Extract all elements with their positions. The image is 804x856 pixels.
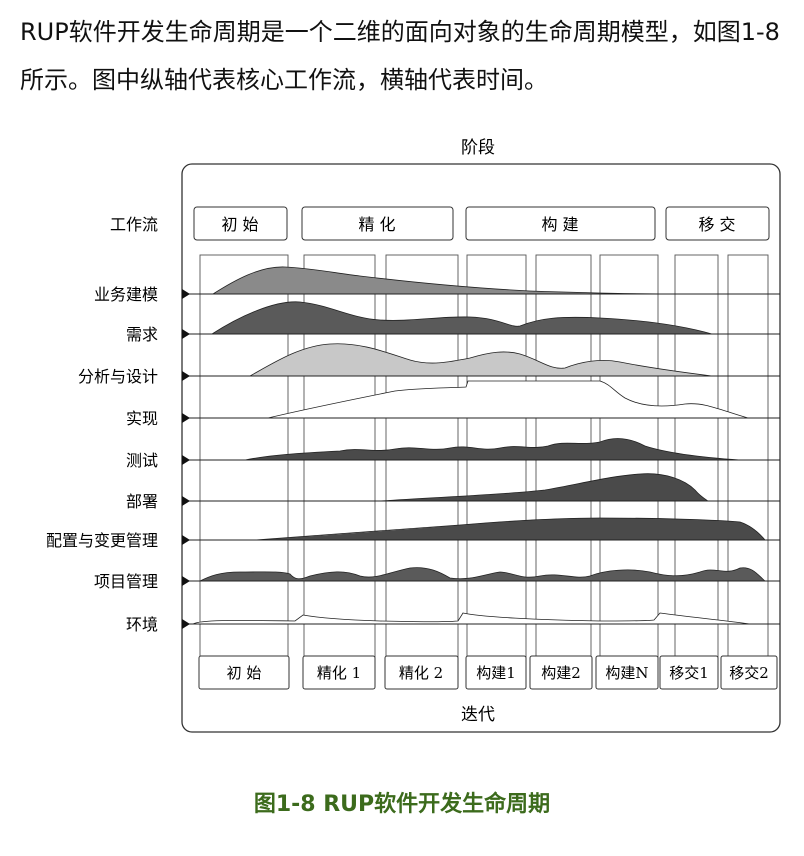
iteration-label-trans1: 移交1 <box>669 664 709 682</box>
workflow-label-analysis-design: 分析与设计 <box>78 367 158 386</box>
workflow-labels: 业务建模 需求 分析与设计 实现 测试 部署 配置与变更管理 项目管理 环境 <box>46 285 158 634</box>
workflow-label-project-mgmt: 项目管理 <box>94 572 158 591</box>
iteration-row: 初 始 精化 1 精化 2 构建1 构建2 构建N 移交1 移交2 <box>199 656 777 689</box>
workflow-label-implementation: 实现 <box>126 409 158 428</box>
iteration-label-trans2: 移交2 <box>729 664 769 682</box>
phase-label-elaboration: 精 化 <box>358 215 395 234</box>
iteration-label-initial: 初 始 <box>227 664 262 682</box>
phase-label-inception: 初 始 <box>221 215 258 234</box>
iteration-label-elab2: 精化 2 <box>399 664 443 682</box>
phase-label-transition: 移 交 <box>698 215 735 234</box>
figure-caption: 图1-8 RUP软件开发生命周期 <box>0 786 804 818</box>
iteration-label-cons2: 构建2 <box>541 664 581 682</box>
diagram-frame <box>182 164 780 732</box>
workflow-label-config-change: 配置与变更管理 <box>46 531 158 550</box>
workflow-label-test: 测试 <box>126 451 158 470</box>
workflow-label-deployment: 部署 <box>126 492 158 511</box>
iteration-label-cons1: 构建1 <box>476 664 516 682</box>
phase-row: 初 始 精 化 构 建 移 交 <box>194 207 769 240</box>
phase-label-construction: 构 建 <box>541 215 578 234</box>
iteration-axis-label: 迭代 <box>461 705 495 725</box>
workflow-label-requirements: 需求 <box>126 325 158 344</box>
workflow-label-environment: 环境 <box>126 615 158 634</box>
iteration-label-consN: 构建N <box>605 664 648 682</box>
iteration-label-elab1: 精化 1 <box>317 664 361 682</box>
rup-lifecycle-diagram: 阶段 工作流 初 始 精 化 构 建 移 交 <box>0 0 804 760</box>
workflow-header-label: 工作流 <box>110 215 158 234</box>
workflow-label-business-modeling: 业务建模 <box>94 285 158 304</box>
phase-axis-label: 阶段 <box>461 138 495 158</box>
